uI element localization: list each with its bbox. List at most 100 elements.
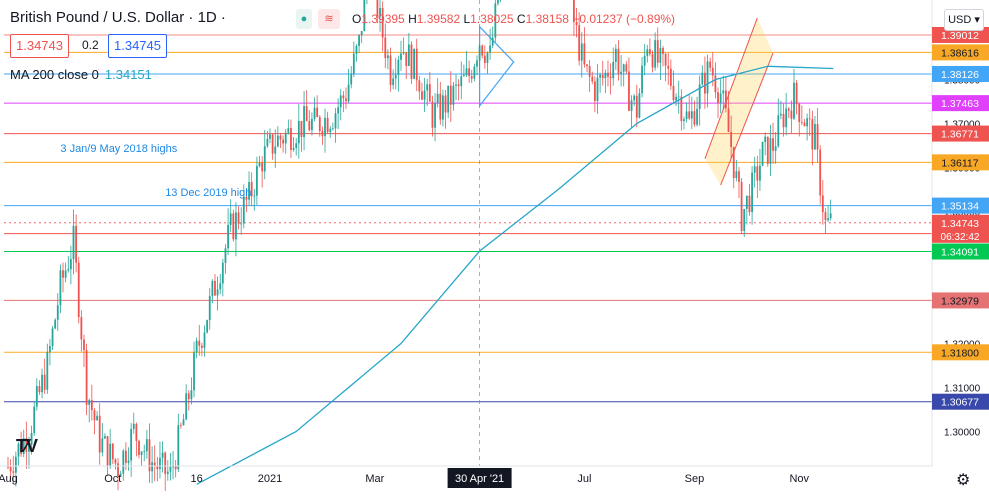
candle-body — [151, 462, 153, 472]
price-level-tag-bg — [932, 95, 989, 112]
candle-body — [814, 124, 816, 150]
candle-body — [732, 146, 735, 179]
change-value: −0.01237 (−0.89%) — [572, 12, 676, 26]
candle-body — [20, 443, 22, 455]
symbol-title[interactable]: British Pound / U.S. Dollar · 1D · — [10, 9, 226, 26]
candle-body — [816, 124, 819, 150]
ma-legend[interactable]: MA 200 close 0 1.34151 — [10, 67, 152, 82]
candle-body — [227, 224, 229, 249]
candle-body — [688, 111, 691, 119]
candle-body — [360, 31, 363, 36]
sell-button[interactable]: 1.34743 — [10, 34, 69, 58]
candle-body — [203, 332, 206, 348]
candle-body — [701, 72, 704, 85]
candle-body — [724, 90, 727, 109]
candle-body — [756, 166, 759, 181]
candle-body — [269, 134, 271, 139]
candle-body — [397, 59, 400, 75]
candle-body — [200, 345, 203, 348]
candle-body — [740, 181, 743, 231]
candle-body — [229, 213, 232, 225]
candle-body — [478, 45, 481, 61]
candle-body — [174, 466, 177, 470]
candle-body — [795, 82, 798, 104]
candle-body — [798, 103, 801, 122]
high-value: 1.39582 — [416, 12, 461, 26]
candle-body — [439, 93, 442, 120]
candle-body — [617, 48, 620, 74]
candle-body — [274, 146, 277, 154]
candle-body — [748, 195, 751, 213]
candle-body — [426, 84, 429, 91]
currency-selector[interactable]: USD ▾ — [944, 9, 984, 31]
candle-body — [651, 53, 654, 68]
candle-body — [208, 296, 211, 321]
candle-body — [292, 148, 295, 150]
candle-body — [751, 172, 753, 213]
candle-body — [473, 66, 476, 79]
candle-body — [407, 44, 410, 66]
candle-body — [489, 45, 491, 53]
candle-body — [90, 400, 93, 411]
candle-body — [696, 108, 698, 125]
candle-body — [599, 74, 602, 78]
compare-icon-button[interactable]: ≋ — [318, 9, 340, 29]
candle-body — [339, 95, 342, 108]
candle-body — [677, 96, 680, 98]
candle-body — [442, 95, 444, 120]
candle-body — [69, 259, 72, 270]
candle-body — [387, 55, 389, 59]
candle-body — [182, 419, 185, 426]
candle-body — [447, 85, 450, 113]
candle-body — [347, 84, 350, 102]
candle-body — [460, 76, 463, 87]
candle-body — [216, 289, 219, 296]
candle-body — [717, 92, 719, 104]
price-axis[interactable]: 1.300001.310001.320001.330001.340001.350… — [914, 0, 989, 496]
spread-value: 0.2 — [82, 38, 99, 52]
candle-body — [735, 171, 738, 179]
tradingview-logo-icon: T⁄V — [16, 436, 38, 456]
candle-body — [452, 85, 455, 105]
candle-body — [806, 118, 808, 127]
candle-body — [334, 113, 337, 129]
candle-body — [258, 162, 261, 166]
candle-body — [609, 76, 612, 79]
candle-body — [638, 93, 641, 118]
candle-body — [727, 108, 730, 132]
candle-body — [49, 346, 51, 352]
candle-body — [303, 106, 305, 137]
candle-body — [483, 55, 486, 63]
price-level-tag: 1.38616 — [941, 47, 979, 59]
price-level-tag-bg — [932, 44, 989, 61]
candle-body — [675, 96, 677, 101]
candle-body — [761, 141, 764, 166]
candle-body — [829, 213, 832, 219]
candle-body — [730, 131, 733, 147]
candle-body — [583, 43, 586, 65]
candle-body — [290, 128, 292, 150]
time-axis[interactable]: Aug Oct 16 2021 Mar Jul Sep Nov 30 Apr '21 — [0, 465, 932, 488]
buy-button[interactable]: 1.34745 — [108, 34, 167, 58]
candle-body — [808, 118, 811, 120]
candle-body — [25, 438, 28, 452]
currency-label: USD — [948, 14, 972, 26]
x-tick-label: Jul — [577, 473, 591, 485]
price-level-tag: 1.31800 — [941, 347, 979, 359]
candle-body — [101, 438, 104, 453]
candle-body — [172, 466, 174, 468]
candle-body — [72, 225, 75, 260]
price-level-tag: 1.36771 — [941, 129, 979, 141]
candle-body — [698, 84, 701, 109]
candle-body — [769, 138, 772, 164]
candle-body — [580, 43, 583, 61]
gear-icon[interactable]: ⚙ — [956, 472, 971, 489]
candle-body — [722, 90, 725, 94]
candle-body — [130, 428, 133, 461]
candle-body — [308, 121, 311, 131]
eye-icon-button[interactable]: ● — [296, 9, 312, 29]
open-value: 1.39395 — [361, 12, 405, 26]
candle-body — [342, 95, 345, 99]
candle-body — [143, 451, 146, 453]
